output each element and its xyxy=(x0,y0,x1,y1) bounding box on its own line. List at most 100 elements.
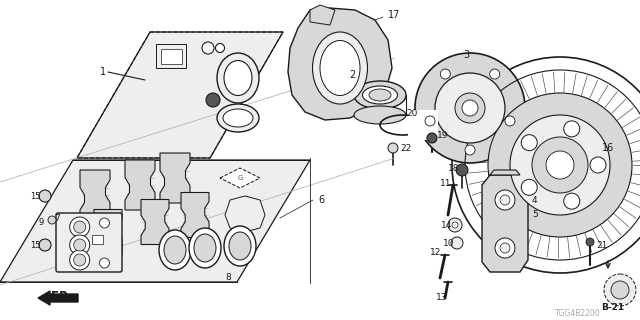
Circle shape xyxy=(455,93,485,123)
Text: 19: 19 xyxy=(437,131,449,140)
Circle shape xyxy=(74,254,86,266)
Text: TGG4B2200: TGG4B2200 xyxy=(555,309,600,318)
Polygon shape xyxy=(160,153,190,203)
FancyBboxPatch shape xyxy=(56,213,122,272)
Circle shape xyxy=(465,145,475,155)
Text: B-21: B-21 xyxy=(601,302,624,311)
Text: 15: 15 xyxy=(30,241,40,250)
Text: G: G xyxy=(237,175,243,181)
Circle shape xyxy=(564,121,580,137)
Circle shape xyxy=(490,69,500,79)
Circle shape xyxy=(202,42,214,54)
Circle shape xyxy=(74,239,86,251)
Circle shape xyxy=(415,53,525,163)
Ellipse shape xyxy=(189,228,221,268)
Polygon shape xyxy=(125,160,155,210)
Text: 16: 16 xyxy=(602,143,614,153)
Circle shape xyxy=(456,164,468,176)
Circle shape xyxy=(452,57,640,273)
Circle shape xyxy=(70,217,90,237)
Ellipse shape xyxy=(164,236,186,264)
Circle shape xyxy=(488,93,632,237)
Circle shape xyxy=(206,93,220,107)
Circle shape xyxy=(48,216,56,224)
Circle shape xyxy=(74,221,86,233)
Polygon shape xyxy=(94,210,122,254)
Ellipse shape xyxy=(194,234,216,262)
Ellipse shape xyxy=(224,226,256,266)
Text: 21: 21 xyxy=(596,241,607,250)
Polygon shape xyxy=(490,170,520,175)
Text: 1: 1 xyxy=(100,67,106,77)
Polygon shape xyxy=(220,168,260,188)
Ellipse shape xyxy=(354,81,406,109)
Circle shape xyxy=(99,258,109,268)
Circle shape xyxy=(500,195,510,205)
Circle shape xyxy=(70,250,90,270)
Text: 17: 17 xyxy=(388,10,401,20)
Ellipse shape xyxy=(354,106,406,124)
Text: 11: 11 xyxy=(440,179,451,188)
Circle shape xyxy=(99,218,109,228)
Circle shape xyxy=(70,235,90,255)
Circle shape xyxy=(425,116,435,126)
FancyBboxPatch shape xyxy=(161,49,182,63)
Circle shape xyxy=(546,151,574,179)
Polygon shape xyxy=(310,5,335,25)
Text: 4: 4 xyxy=(532,196,538,204)
Circle shape xyxy=(521,135,537,151)
Ellipse shape xyxy=(320,41,360,95)
Text: 10: 10 xyxy=(443,238,454,247)
Circle shape xyxy=(586,238,594,246)
Text: 13: 13 xyxy=(436,293,447,302)
Circle shape xyxy=(604,274,636,306)
Ellipse shape xyxy=(223,109,253,127)
Polygon shape xyxy=(225,196,265,232)
Text: 9: 9 xyxy=(38,218,44,227)
Ellipse shape xyxy=(159,230,191,270)
Polygon shape xyxy=(0,160,310,282)
Circle shape xyxy=(590,157,606,173)
FancyBboxPatch shape xyxy=(92,235,102,244)
Text: 8: 8 xyxy=(225,274,231,283)
Circle shape xyxy=(452,222,458,228)
FancyBboxPatch shape xyxy=(408,110,438,140)
Polygon shape xyxy=(482,175,528,272)
Ellipse shape xyxy=(369,89,391,101)
Text: 5: 5 xyxy=(532,210,538,219)
Text: 2: 2 xyxy=(349,70,355,80)
Text: 7: 7 xyxy=(54,213,60,222)
Polygon shape xyxy=(288,8,392,120)
Text: 22: 22 xyxy=(400,143,412,153)
Circle shape xyxy=(495,190,515,210)
Text: 3: 3 xyxy=(463,50,469,60)
Circle shape xyxy=(462,100,478,116)
Polygon shape xyxy=(80,170,110,220)
Ellipse shape xyxy=(217,104,259,132)
Circle shape xyxy=(448,218,462,232)
Polygon shape xyxy=(141,199,169,244)
Ellipse shape xyxy=(312,32,367,104)
Circle shape xyxy=(510,115,610,215)
Text: 14: 14 xyxy=(441,220,452,229)
Ellipse shape xyxy=(229,232,251,260)
FancyArrow shape xyxy=(38,291,78,305)
Circle shape xyxy=(564,193,580,209)
Circle shape xyxy=(495,238,515,258)
Text: 6: 6 xyxy=(318,195,324,205)
Circle shape xyxy=(39,190,51,202)
Ellipse shape xyxy=(217,53,259,103)
Circle shape xyxy=(39,239,51,251)
Text: 15: 15 xyxy=(30,191,40,201)
Polygon shape xyxy=(77,32,283,158)
Ellipse shape xyxy=(362,86,397,104)
Circle shape xyxy=(216,44,225,52)
Circle shape xyxy=(521,179,537,195)
Text: 20: 20 xyxy=(406,108,417,117)
Text: ◄FR.: ◄FR. xyxy=(43,291,74,303)
Circle shape xyxy=(505,116,515,126)
FancyBboxPatch shape xyxy=(156,44,186,68)
Text: 18: 18 xyxy=(448,164,460,172)
Circle shape xyxy=(611,281,629,299)
Circle shape xyxy=(532,137,588,193)
